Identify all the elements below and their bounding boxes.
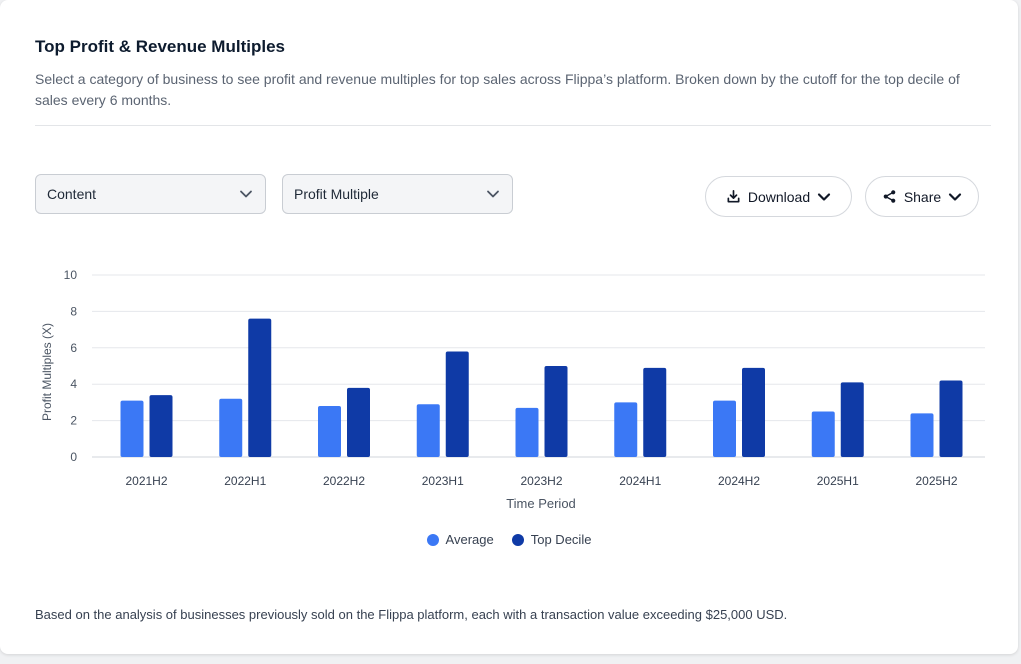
chevron-down-icon — [818, 192, 831, 201]
bar-average-2022H1 — [219, 398, 243, 457]
bar-average-2023H1 — [416, 404, 440, 457]
category-select-value: Content — [47, 186, 97, 202]
y-tick-label: 10 — [64, 268, 78, 282]
legend-item-average[interactable]: Average — [426, 532, 494, 547]
download-icon — [727, 190, 740, 203]
chart-legend: Average Top Decile — [0, 532, 1018, 547]
y-tick-label: 4 — [70, 377, 77, 391]
x-tick-label: 2025H2 — [915, 474, 957, 488]
category-select[interactable]: Content — [35, 174, 266, 214]
x-tick-label: 2023H2 — [520, 474, 562, 488]
profit-multiples-bar-chart: 0 2 4 6 8 10 Profit Multiples (X) 2021H2 2022H1 2… — [40, 268, 985, 511]
bar-top-decile-2024H2 — [742, 367, 765, 457]
chevron-down-icon — [240, 190, 252, 198]
x-tick-label: 2025H1 — [817, 474, 859, 488]
legend-label-average: Average — [445, 532, 494, 547]
chevron-down-icon — [487, 190, 499, 198]
share-label: Share — [903, 188, 942, 205]
bar-average-2024H1 — [614, 402, 638, 457]
share-button[interactable]: Share — [865, 176, 979, 217]
bar-top-decile-2023H2 — [544, 366, 568, 457]
bar-top-decile-2025H1 — [840, 382, 864, 457]
bar-average-2023H2 — [515, 407, 539, 457]
bar-average-2022H2 — [318, 406, 341, 457]
bar-top-decile-2022H1 — [248, 318, 272, 457]
x-tick-label: 2022H2 — [323, 474, 365, 488]
bar-top-decile-2023H1 — [445, 351, 469, 457]
y-tick-label: 6 — [70, 341, 77, 355]
x-axis-label: Time Period — [506, 496, 576, 511]
header-divider — [35, 125, 991, 126]
metric-select[interactable]: Profit Multiple — [282, 174, 513, 214]
card-title: Top Profit & Revenue Multiples — [35, 37, 285, 56]
bar-top-decile-2024H1 — [643, 367, 667, 457]
x-tick-label: 2022H1 — [224, 474, 266, 488]
legend-label-top-decile: Top Decile — [530, 532, 592, 547]
bar-average-2024H2 — [713, 400, 736, 457]
legend-item-top-decile[interactable]: Top Decile — [511, 532, 592, 547]
bar-average-2025H1 — [811, 411, 835, 457]
y-tick-label: 0 — [70, 450, 77, 464]
share-icon — [883, 190, 896, 203]
top-decile-swatch — [511, 533, 524, 546]
bar-average-2021H2 — [120, 400, 144, 457]
x-tick-label: 2024H1 — [619, 474, 661, 488]
y-axis-label: Profit Multiples (X) — [40, 323, 54, 421]
download-label: Download — [747, 188, 811, 205]
x-tick-label: 2021H2 — [125, 474, 167, 488]
x-tick-label: 2024H2 — [718, 474, 760, 488]
bar-top-decile-2025H2 — [939, 380, 963, 457]
download-button[interactable]: Download — [705, 176, 852, 217]
footnote: Based on the analysis of businesses prev… — [35, 607, 788, 622]
chevron-down-icon — [949, 192, 962, 201]
metric-select-value: Profit Multiple — [294, 186, 379, 202]
y-tick-label: 8 — [70, 304, 77, 318]
y-tick-label: 2 — [70, 414, 77, 428]
average-swatch — [426, 533, 439, 546]
bar-top-decile-2021H2 — [149, 395, 173, 457]
bar-top-decile-2022H2 — [347, 387, 370, 457]
card-description: Select a category of business to see pro… — [35, 71, 960, 108]
x-tick-label: 2023H1 — [422, 474, 464, 488]
bar-average-2025H2 — [910, 413, 934, 457]
